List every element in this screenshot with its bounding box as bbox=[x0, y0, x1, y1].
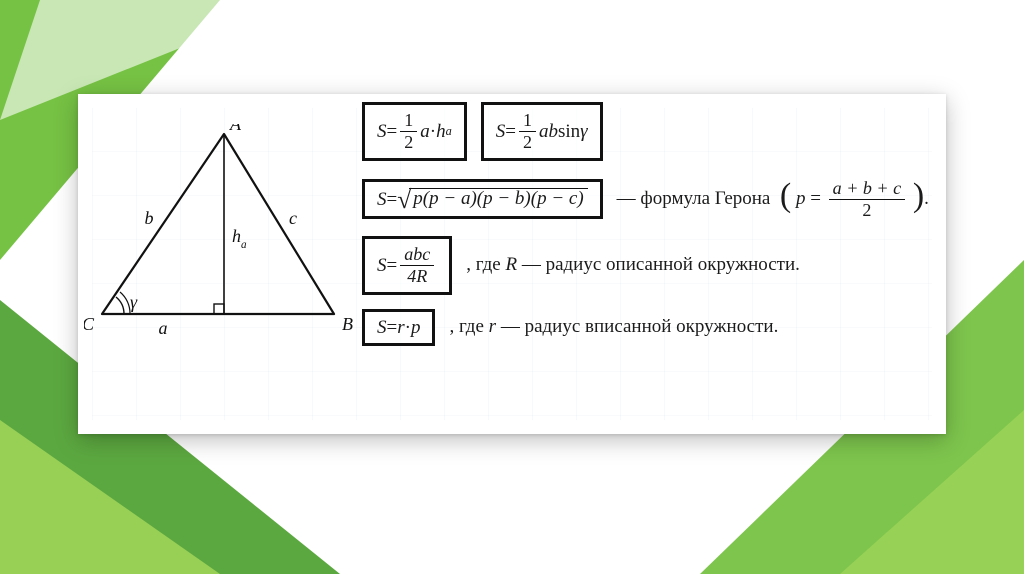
formula-heron: S = √p(p − a)(p − b)(p − c) bbox=[362, 179, 603, 219]
circumscribed-label: , где R — радиус описанной окружности. bbox=[466, 254, 800, 276]
row-inscribed: S = r · p , где r — радиус вписанной окр… bbox=[362, 309, 936, 346]
svg-text:ha: ha bbox=[232, 226, 247, 251]
svg-text:B: B bbox=[342, 314, 353, 334]
svg-text:c: c bbox=[289, 208, 297, 228]
formula-abc-4R: S = abc4R bbox=[362, 236, 452, 295]
svg-text:γ: γ bbox=[130, 292, 138, 312]
formula-card: A B Ca b c ha γ S = 12 a · ha S = 12 ab sin γ bbox=[78, 94, 946, 434]
heron-label: — формула Герона ( p = a + b + c2 ). bbox=[617, 179, 929, 220]
formula-half-ab-sin: S = 12 ab sin γ bbox=[481, 102, 603, 161]
svg-text:a: a bbox=[159, 318, 168, 338]
formulas-column: S = 12 a · ha S = 12 ab sin γ S = √p(p −… bbox=[362, 102, 936, 356]
row-circumscribed: S = abc4R , где R — радиус описанной окр… bbox=[362, 236, 936, 295]
svg-text:C: C bbox=[84, 314, 95, 334]
triangle-diagram: A B Ca b c ha γ bbox=[84, 124, 360, 358]
row-area-basic: S = 12 a · ha S = 12 ab sin γ bbox=[362, 102, 936, 161]
svg-text:b: b bbox=[145, 208, 154, 228]
formula-r-p: S = r · p bbox=[362, 309, 435, 346]
formula-half-a-h: S = 12 a · ha bbox=[362, 102, 467, 161]
inscribed-label: , где r — радиус вписанной окружности. bbox=[449, 316, 778, 338]
svg-text:A: A bbox=[229, 124, 242, 134]
row-heron: S = √p(p − a)(p − b)(p − c) — формула Ге… bbox=[362, 179, 936, 220]
